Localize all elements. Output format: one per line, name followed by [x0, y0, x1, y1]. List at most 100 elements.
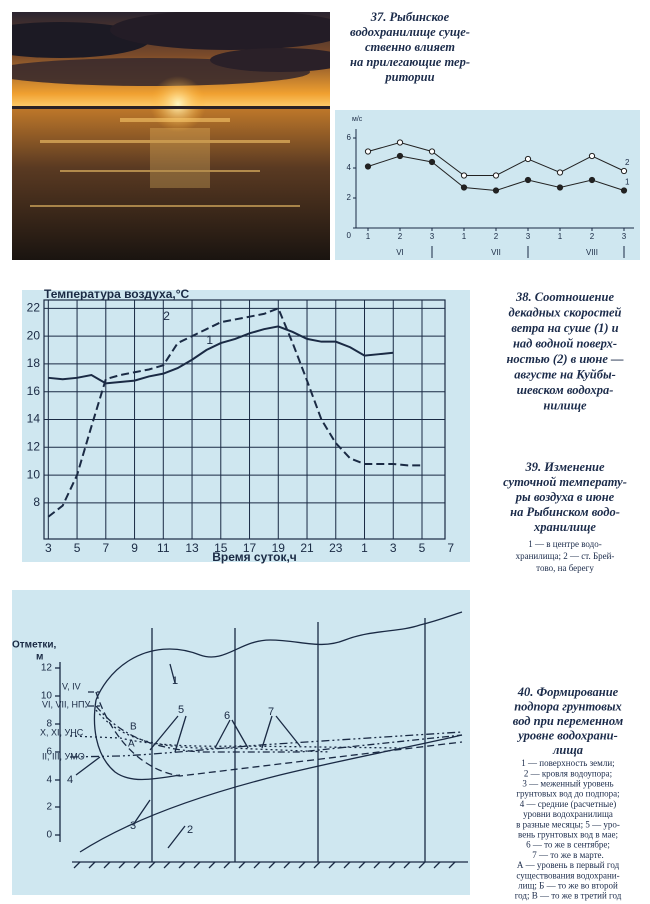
y-tick-label: 12 [27, 439, 41, 453]
x-tick-label: 7 [102, 541, 109, 555]
x-tick-label: 3 [430, 232, 435, 241]
x-tick-label: 9 [131, 541, 138, 555]
axis-tick-label: 2 [46, 802, 52, 813]
level-label: VI, VII, НПУ [42, 699, 90, 709]
axis-tick-label: 0 [46, 830, 52, 841]
point [556, 169, 564, 176]
y-tick-label: 18 [27, 356, 41, 370]
x-tick-label: 3 [45, 541, 52, 555]
axis-tick-label: 6 [46, 747, 52, 758]
caption-legend: существования водохрани- [516, 870, 619, 880]
caption-line: 40. Формирование [517, 685, 619, 699]
axis-tick-label: 12 [41, 663, 53, 674]
caption-legend: 6 — то же в сентябре; [526, 840, 610, 850]
month-label: VII [491, 248, 501, 257]
diagram-shapes [55, 611, 468, 869]
caption-line: суточной температу- [503, 475, 627, 489]
caption-legend: грунтовых вод до подпора; [516, 789, 619, 799]
point [492, 172, 500, 179]
point [396, 152, 404, 160]
y-axis-label: Температура воздуха,°С [44, 287, 190, 301]
caption-legend: 2 — кровля водоупора; [524, 768, 612, 778]
caption-line: ветра на суше (1) и [511, 321, 618, 335]
x-tick-label: 1 [558, 232, 563, 241]
point [364, 148, 372, 155]
series-line [47, 307, 423, 518]
curve-label: 4 [67, 774, 73, 786]
x-tick-label: 5 [419, 541, 426, 555]
caption-line: ры воздуха в июне [515, 490, 615, 504]
photo [12, 12, 330, 260]
caption-legend: А — уровень в первый год [517, 860, 620, 870]
x-tick-label: 2 [590, 232, 595, 241]
y-tick-label: 4 [347, 163, 352, 172]
curve-label: 5 [178, 704, 184, 716]
x-tick-label: 1 [361, 541, 368, 555]
y-tick-label: 22 [27, 301, 41, 315]
x-tick-label: 17 [243, 541, 257, 555]
series-label: 1 [206, 333, 213, 347]
point-label: А [128, 739, 135, 750]
level-label: II, III, УМО [42, 751, 85, 761]
axis-title: Отметки, [12, 640, 57, 651]
x-tick-label: 1 [366, 232, 371, 241]
caption-line: лища [552, 743, 583, 757]
caption-legend: 3 — меженный уровень [522, 778, 613, 788]
fig39-panel [22, 290, 470, 562]
curve-label: 7 [268, 706, 274, 718]
y-tick-label: 6 [347, 133, 352, 142]
month-label: VIII [586, 248, 598, 257]
caption-legend: хранилища; 2 — ст. Брей- [516, 551, 615, 561]
caption-line: ритории [384, 70, 434, 84]
y-tick-label: 10 [27, 467, 41, 481]
x-tick-label: 3 [526, 232, 531, 241]
caption-line: 39. Изменение [524, 460, 605, 474]
series-label: 2 [625, 158, 630, 167]
curve-label: 1 [172, 675, 178, 687]
caption-line: хранилище [533, 520, 596, 534]
caption-line: ностью (2) в июне — [506, 352, 624, 366]
curve-label: 2 [187, 824, 193, 836]
point [492, 187, 500, 194]
caption-line: 37. Рыбинское [370, 10, 450, 24]
x-tick-label: 3 [390, 541, 397, 555]
x-tick-label: 11 [157, 541, 170, 555]
x-tick-label: 15 [214, 541, 228, 555]
point [364, 163, 372, 170]
point [460, 172, 468, 179]
caption-line: на прилегающие тер- [350, 55, 470, 69]
caption-legend: 4 — средние (расчетные) [520, 799, 616, 809]
caption-line: водохранилище суще- [350, 25, 470, 39]
curve-label: 6 [224, 710, 230, 722]
caption-line: ственно влияет [365, 40, 455, 54]
caption-legend: год; В — то же в третий год [515, 891, 622, 901]
point [396, 139, 404, 146]
caption-line: декадных скоростей [509, 305, 622, 319]
caption-line: августе на Куйбы- [514, 367, 616, 381]
x-tick-label: 7 [447, 541, 454, 555]
fig38-panel [335, 110, 640, 260]
axis-tick-label: 8 [46, 719, 52, 730]
y-tick-label: 8 [33, 495, 40, 509]
point [588, 152, 596, 160]
x-tick-label: 19 [272, 541, 286, 555]
y-tick-label: 20 [27, 328, 41, 342]
caption-line: на Рыбинском водо- [510, 505, 620, 519]
point [428, 158, 436, 166]
caption-legend: лищ; Б — то же во второй [518, 880, 618, 890]
axis-unit: м [36, 652, 43, 663]
fig40-panel [12, 590, 470, 895]
caption-line: уровне водохрани- [516, 728, 618, 742]
caption-line: подпора грунтовых [514, 699, 622, 713]
caption-line: 38. Соотношение [515, 290, 614, 304]
x-tick-label: 2 [494, 232, 499, 241]
point [524, 155, 532, 163]
caption-legend: 7 — то же в марте. [532, 850, 604, 860]
axis-tick-label: 10 [41, 691, 53, 702]
x-axis-label: Время суток,ч [212, 550, 297, 564]
point [524, 176, 532, 184]
level-label: V, IV [62, 681, 81, 691]
caption-legend: уровни водохранилища [523, 809, 613, 819]
month-label: VI [396, 248, 404, 257]
